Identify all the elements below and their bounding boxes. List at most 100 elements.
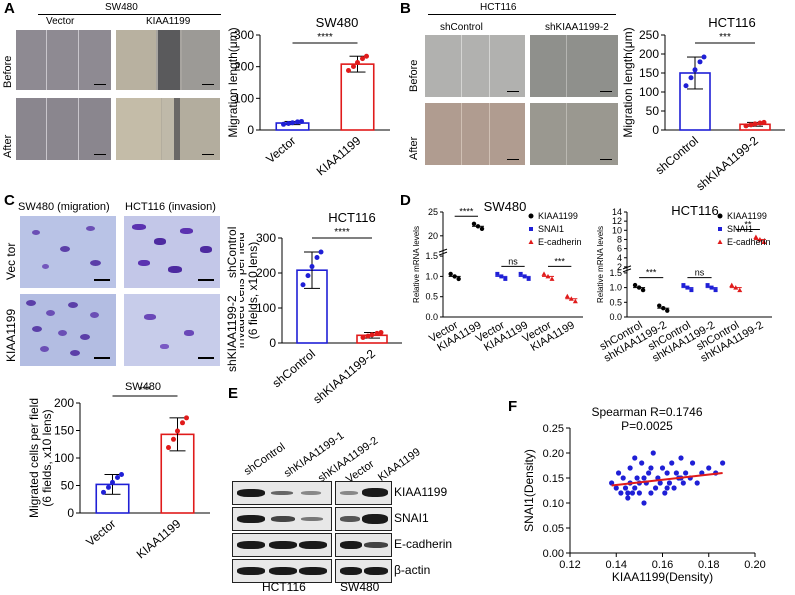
data-point [499,274,504,279]
y-tick-label: 100 [54,451,74,465]
panel-label-d: D [400,192,411,209]
y-tick-label: 150 [639,66,659,80]
data-point [678,455,684,461]
data-point [683,83,689,89]
data-point [701,54,707,60]
data-point [639,460,645,466]
scratch-image-a-kiaa-before [116,30,220,90]
y-axis-label: Migration length(μm) [226,27,240,137]
data-point [615,470,622,476]
panel-c-row-vector: Vec tor [4,242,18,280]
y-tick-label: 300 [256,231,276,245]
chart-f-title: Spearman R=0.1746 [591,405,702,419]
y-axis-label: Migrated cells per field [27,398,41,518]
chart-d-right-title: HCT116 [671,203,718,218]
legend-label: KIAA1199 [727,211,767,221]
y-tick-label: 1.0 [609,283,622,293]
chart-a-title: SW480 [316,15,359,30]
data-point [314,254,320,260]
data-point [541,271,547,276]
panel-label-e: E [228,385,239,402]
data-point [166,445,171,451]
y-tick-label: 1.5 [425,251,438,261]
panel-label-b: B [400,0,411,17]
chart-b-migration: HCT116 0 50 100 150 200 250 shControlshKIAA119… [621,15,785,193]
data-point [351,64,356,70]
y-tick-label: 100 [234,91,254,105]
data-point [305,273,311,279]
data-point [689,288,694,293]
data-point [634,475,640,481]
data-point [641,500,647,506]
y-tick-label: 0.10 [543,498,564,510]
panel-a-header-line [38,14,221,15]
y-axis-label: Migration length(μm) [621,27,635,137]
data-point [374,330,380,336]
y-tick-label: 50 [61,479,75,493]
scratch-image-a-kiaa-after [116,98,220,160]
legend-marker [717,239,723,244]
y-tick-label: 14 [612,207,622,217]
data-point [720,460,726,466]
significance-label: *** [719,32,731,43]
data-point [681,283,686,288]
chart-c-title: HCT116 [328,210,375,225]
blot-row-ecadherin-hct116 [232,533,332,557]
y-tick-label: 100 [639,85,659,99]
x-tick-label: shKIAA1199-2 [693,133,761,193]
scratch-image-a-vector-after [16,98,111,160]
data-point [495,271,500,276]
scratch-image-b-shcontrol-before [425,35,525,97]
y-tick-label: 0.25 [543,423,564,435]
data-point [625,495,631,501]
blot-row-bactin-sw480 [335,559,392,583]
transwell-image-hct116-shkiaa [124,294,220,366]
data-point [646,470,652,476]
data-point [648,465,654,471]
data-point [281,121,286,127]
data-point [705,283,710,288]
data-point [632,455,638,461]
data-point [290,120,295,126]
data-point [175,428,180,434]
scratch-image-a-vector-before [16,30,111,90]
y-axis-label: Relative mRNA levels [596,226,605,303]
data-point [664,470,670,476]
y-axis-label: (6 fields, x10 lens) [246,242,260,339]
data-point [545,273,551,279]
data-point [685,285,690,290]
x-tick-label: shControl [653,134,701,178]
blot-row-ecadherin-sw480 [335,533,392,557]
data-point [564,293,570,299]
data-point [664,485,670,491]
data-point [522,274,527,279]
data-point [365,333,371,339]
x-tick-label: 0.16 [652,559,673,571]
data-point [752,121,758,127]
chart-c2-title: SW480 [125,381,161,393]
panel-label-c: C [4,192,15,209]
y-tick-label: 6 [617,244,622,254]
data-point [666,480,673,486]
data-point [115,474,120,480]
bar [340,63,375,131]
y-tick-label: 0 [247,123,254,137]
y-tick-label: 12 [612,216,622,226]
data-point [671,485,677,491]
y-tick-label: 50 [646,104,660,118]
data-point [648,490,654,496]
data-point [694,480,700,486]
data-point [613,485,619,491]
data-point [355,60,360,66]
panel-a-group-vector: Vector [46,16,75,27]
significance-label: ns [508,256,518,266]
data-point [369,332,375,338]
data-point [360,56,365,62]
data-point [697,59,703,65]
data-point [518,271,523,276]
y-tick-label: 150 [54,424,74,438]
panel-label-f: F [508,398,518,415]
y-tick-label: 0.5 [425,292,438,302]
y-tick-label: 20 [428,231,438,241]
